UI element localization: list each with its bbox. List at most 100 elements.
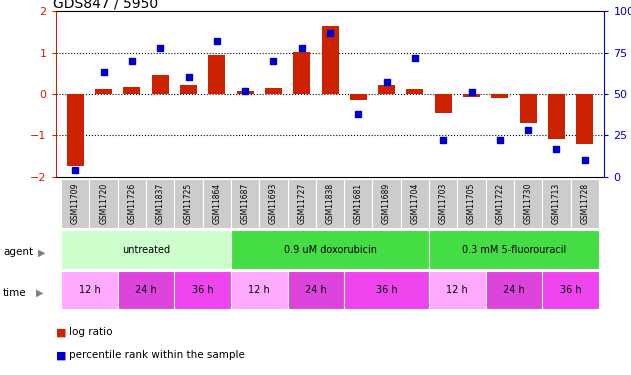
Point xyxy=(127,58,137,64)
Bar xyxy=(265,88,282,94)
Text: 36 h: 36 h xyxy=(560,285,581,295)
Bar xyxy=(259,178,288,228)
Point xyxy=(70,167,80,173)
Bar xyxy=(457,178,486,228)
Text: GSM11727: GSM11727 xyxy=(297,183,306,224)
Text: 0.9 uM doxorubicin: 0.9 uM doxorubicin xyxy=(283,244,377,255)
Bar xyxy=(486,271,542,309)
Text: 24 h: 24 h xyxy=(305,285,327,295)
Point xyxy=(523,128,533,134)
Bar xyxy=(429,271,486,309)
Bar xyxy=(208,56,225,94)
Text: GSM11704: GSM11704 xyxy=(410,183,420,224)
Bar xyxy=(288,178,316,228)
Bar xyxy=(288,271,344,309)
Point xyxy=(382,80,392,86)
Text: 0.3 mM 5-fluorouracil: 0.3 mM 5-fluorouracil xyxy=(462,244,566,255)
Bar xyxy=(174,271,231,309)
Bar xyxy=(231,230,429,269)
Text: 36 h: 36 h xyxy=(376,285,398,295)
Text: GSM11728: GSM11728 xyxy=(580,183,589,224)
Text: GSM11722: GSM11722 xyxy=(495,183,504,224)
Bar xyxy=(542,271,599,309)
Text: log ratio: log ratio xyxy=(69,327,113,338)
Bar xyxy=(61,230,231,269)
Point xyxy=(551,146,562,152)
Text: agent: agent xyxy=(3,248,33,257)
Text: time: time xyxy=(3,288,27,298)
Bar xyxy=(322,26,338,94)
Text: GSM11726: GSM11726 xyxy=(127,183,136,224)
Point xyxy=(410,54,420,60)
Text: GSM11705: GSM11705 xyxy=(467,183,476,224)
Text: GSM11730: GSM11730 xyxy=(524,183,533,224)
Point xyxy=(580,157,590,163)
Text: GSM11703: GSM11703 xyxy=(439,183,448,224)
Text: GSM11689: GSM11689 xyxy=(382,183,391,224)
Bar xyxy=(118,178,146,228)
Bar xyxy=(61,271,118,309)
Bar xyxy=(61,178,90,228)
Point xyxy=(240,88,250,94)
Bar xyxy=(146,178,174,228)
Point xyxy=(268,58,278,64)
Text: GSM11709: GSM11709 xyxy=(71,183,80,224)
Bar xyxy=(570,178,599,228)
Bar xyxy=(95,89,112,94)
Text: GSM11693: GSM11693 xyxy=(269,183,278,224)
Point xyxy=(297,45,307,51)
Bar xyxy=(151,75,168,94)
Text: 24 h: 24 h xyxy=(135,285,157,295)
Bar xyxy=(237,91,254,94)
Bar xyxy=(203,178,231,228)
Point xyxy=(495,137,505,143)
Bar xyxy=(429,230,599,269)
Text: 24 h: 24 h xyxy=(503,285,525,295)
Text: GSM11838: GSM11838 xyxy=(326,183,334,224)
Point xyxy=(155,45,165,51)
Bar xyxy=(435,94,452,112)
Bar xyxy=(429,178,457,228)
Text: GDS847 / 5950: GDS847 / 5950 xyxy=(53,0,158,10)
Point xyxy=(98,69,109,75)
Point xyxy=(184,74,194,80)
Text: ▶: ▶ xyxy=(38,248,45,257)
Bar xyxy=(344,271,429,309)
Bar xyxy=(67,94,84,166)
Point xyxy=(212,38,222,44)
Text: GSM11720: GSM11720 xyxy=(99,183,108,224)
Bar xyxy=(180,85,197,94)
Text: GSM11681: GSM11681 xyxy=(354,183,363,224)
Bar xyxy=(378,85,395,94)
Text: GSM11687: GSM11687 xyxy=(240,183,250,224)
Text: percentile rank within the sample: percentile rank within the sample xyxy=(69,350,245,360)
Bar xyxy=(492,94,509,98)
Bar xyxy=(514,178,542,228)
Bar xyxy=(401,178,429,228)
Text: 12 h: 12 h xyxy=(249,285,270,295)
Bar xyxy=(344,178,372,228)
Text: untreated: untreated xyxy=(122,244,170,255)
Text: 12 h: 12 h xyxy=(447,285,468,295)
Point xyxy=(466,89,476,95)
Text: GSM11725: GSM11725 xyxy=(184,183,193,224)
Bar xyxy=(406,89,423,94)
Bar xyxy=(90,178,118,228)
Bar xyxy=(548,94,565,140)
Bar xyxy=(124,87,141,94)
Text: 36 h: 36 h xyxy=(192,285,213,295)
Bar xyxy=(174,178,203,228)
Text: GSM11837: GSM11837 xyxy=(156,183,165,224)
Bar xyxy=(372,178,401,228)
Bar xyxy=(316,178,344,228)
Point xyxy=(325,30,335,36)
Bar xyxy=(463,94,480,97)
Bar xyxy=(231,271,288,309)
Bar xyxy=(231,178,259,228)
Text: GSM11864: GSM11864 xyxy=(212,183,221,224)
Bar xyxy=(350,94,367,100)
Text: 12 h: 12 h xyxy=(79,285,100,295)
Point xyxy=(353,111,363,117)
Bar xyxy=(486,178,514,228)
Text: ▶: ▶ xyxy=(36,288,44,298)
